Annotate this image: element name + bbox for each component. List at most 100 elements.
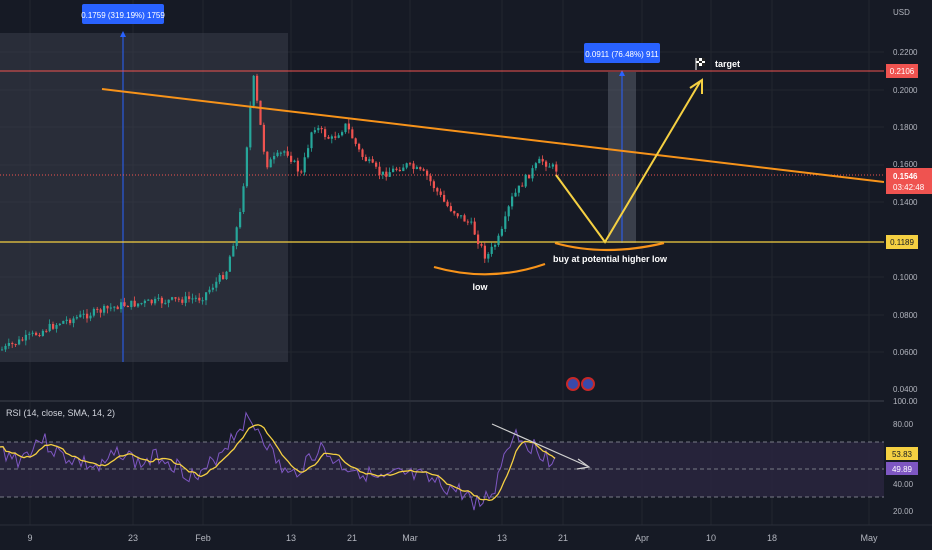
candle-body: [545, 161, 548, 167]
candle-body: [320, 128, 323, 130]
rsi-badge[interactable]: 49.89: [886, 462, 918, 475]
candle-body: [473, 221, 476, 235]
candle-body: [409, 163, 412, 165]
candle-body: [524, 174, 527, 187]
candle-body: [381, 171, 384, 175]
candle-body: [89, 315, 92, 319]
candle-body: [259, 100, 262, 125]
current-price-badge[interactable]: 0.1546 03:42:48: [886, 168, 932, 194]
candle-body: [52, 323, 55, 329]
candle-body: [456, 213, 459, 217]
candle-body: [130, 300, 133, 308]
rsi-divergence-line[interactable]: [491, 423, 588, 467]
candle-body: [276, 152, 279, 157]
candle-body: [528, 174, 531, 179]
candle-body: [514, 192, 517, 197]
measure-label-left: 0.1759 (319.19%) 1759: [81, 11, 165, 20]
candle-body: [290, 155, 293, 162]
candle-body: [327, 136, 330, 139]
currency-label: USD: [893, 8, 910, 17]
measure-box-left[interactable]: [0, 33, 288, 362]
trendline[interactable]: [101, 88, 885, 183]
candle-body: [402, 167, 405, 172]
candle-body: [14, 344, 17, 346]
candle-body: [228, 256, 231, 272]
projection-path[interactable]: [555, 81, 701, 244]
candle-body: [225, 271, 228, 280]
candle-body: [109, 307, 112, 309]
candle-body: [154, 298, 157, 304]
candle-body: [337, 135, 340, 138]
countdown-text: 03:42:48: [893, 183, 925, 192]
candle-body: [99, 309, 102, 313]
candle-body: [69, 319, 72, 324]
time-axis: [0, 525, 932, 550]
candle-body: [313, 130, 316, 133]
candle-body: [371, 159, 374, 163]
candle-body: [351, 129, 354, 139]
time-tick-label: 18: [767, 533, 777, 543]
candle-body: [483, 245, 486, 259]
candle-body: [1, 349, 4, 351]
candle-body: [534, 163, 537, 169]
time-tick-label: 9: [27, 533, 32, 543]
rsi-indicator-label[interactable]: RSI (14, close, SMA, 14, 2): [6, 408, 115, 418]
price-tick-label: 0.0400: [893, 385, 918, 394]
candle-body: [500, 228, 503, 236]
candle-body: [358, 143, 361, 150]
candle-body: [208, 289, 211, 293]
candle-body: [412, 163, 415, 169]
candle-body: [194, 297, 197, 299]
candle-body: [364, 156, 367, 162]
candle-body: [160, 297, 163, 304]
us-flag-icon[interactable]: [566, 377, 595, 391]
candle-body: [41, 330, 44, 336]
candle-body: [86, 313, 89, 319]
time-tick-label: Feb: [195, 533, 211, 543]
candle-body: [38, 335, 41, 337]
measure-arrow-right: [619, 70, 625, 76]
candle-body: [35, 332, 38, 336]
rsi-line[interactable]: [0, 411, 556, 511]
candle-body: [334, 136, 337, 138]
low-arc[interactable]: [433, 262, 546, 276]
candle-body: [222, 275, 225, 280]
candle-body: [531, 168, 534, 179]
candle-body: [494, 244, 497, 247]
candle-body: [103, 305, 106, 313]
candle-body: [470, 221, 473, 223]
candle-body: [167, 299, 170, 303]
candle-body: [28, 333, 31, 335]
candle-body: [106, 305, 109, 309]
price-tick-label: 0.1600: [893, 160, 918, 169]
time-tick-label: 13: [286, 533, 296, 543]
candle-body: [361, 149, 364, 157]
candle-body: [4, 345, 7, 350]
rsi-ma-badge[interactable]: 53.83: [886, 447, 918, 460]
candle-body: [242, 186, 245, 212]
candle-body: [378, 166, 381, 175]
time-tick-label: 10: [706, 533, 716, 543]
candle-body: [75, 317, 78, 319]
candle-body: [133, 300, 136, 307]
candle-body: [123, 302, 126, 306]
annotation-target: target: [715, 59, 740, 69]
support-badge-text: 0.1189: [890, 238, 914, 247]
candle-body: [555, 164, 558, 172]
time-tick-label: 21: [558, 533, 568, 543]
candle-body: [551, 164, 554, 167]
candle-body: [398, 169, 401, 172]
candle-body: [279, 152, 282, 154]
current-price-text: 0.1546: [893, 172, 918, 181]
rsi-ma-line[interactable]: [0, 424, 556, 502]
rsi-divergence-arrow: [576, 458, 591, 470]
support-badge[interactable]: 0.1189: [886, 235, 918, 249]
candle-body: [354, 138, 357, 144]
higher-low-arc[interactable]: [554, 241, 665, 252]
candle-body: [140, 303, 143, 305]
resistance-badge[interactable]: 0.2106: [886, 64, 918, 78]
candle-body: [198, 297, 201, 301]
candle-body: [174, 297, 177, 299]
